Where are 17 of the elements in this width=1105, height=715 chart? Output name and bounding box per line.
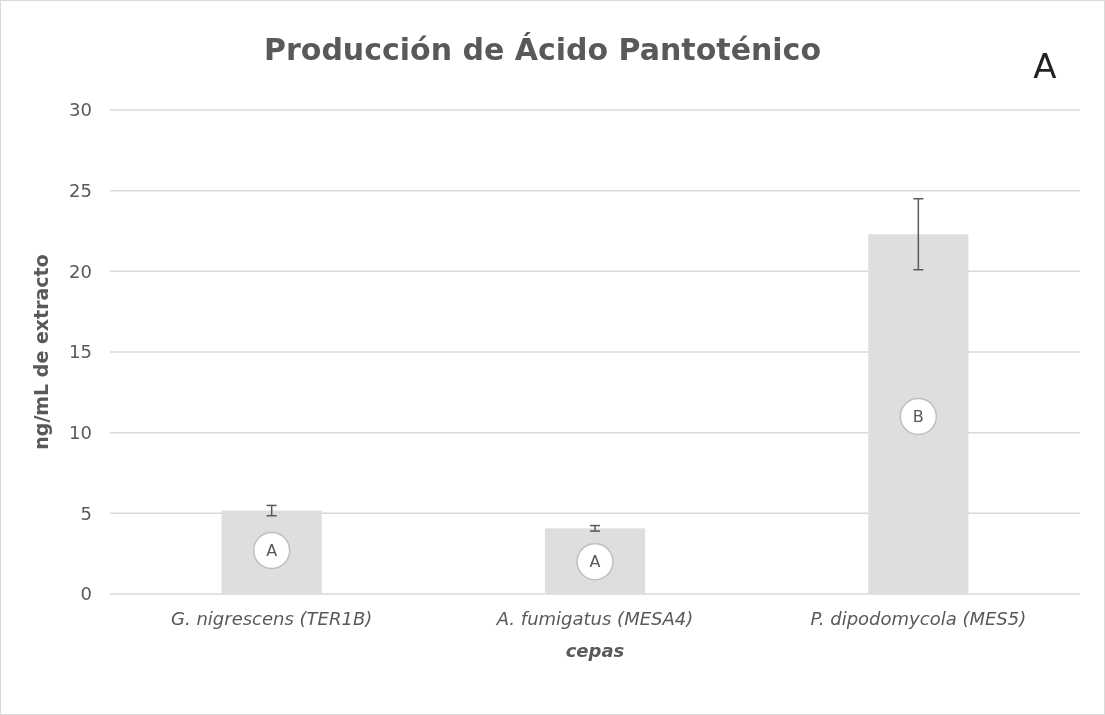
y-tick-label: 5 xyxy=(80,502,92,524)
chart-title: Producción de Ácido Pantoténico xyxy=(263,32,822,67)
annotation: A xyxy=(589,552,601,572)
x-tick-label: P. dipodomycola (MES5) xyxy=(810,608,1027,629)
y-tick-label: 15 xyxy=(69,341,92,363)
y-axis-title: ng/mL de extracto xyxy=(30,254,52,450)
x-tick-label: G. nigrescens (TER1B) xyxy=(171,608,373,629)
y-tick-label: 10 xyxy=(69,421,92,443)
x-tick-label: A. fumigatus (MESA4) xyxy=(495,608,694,629)
y-tick-label: 30 xyxy=(69,99,92,121)
x-axis-title: cepas xyxy=(565,640,625,661)
y-tick-label: 25 xyxy=(69,179,92,201)
y-tick-label: 20 xyxy=(69,260,92,282)
annotation: A xyxy=(266,541,278,561)
annotation: B xyxy=(912,407,924,427)
text: A xyxy=(1033,46,1057,86)
y-tick-label: 0 xyxy=(80,583,92,605)
